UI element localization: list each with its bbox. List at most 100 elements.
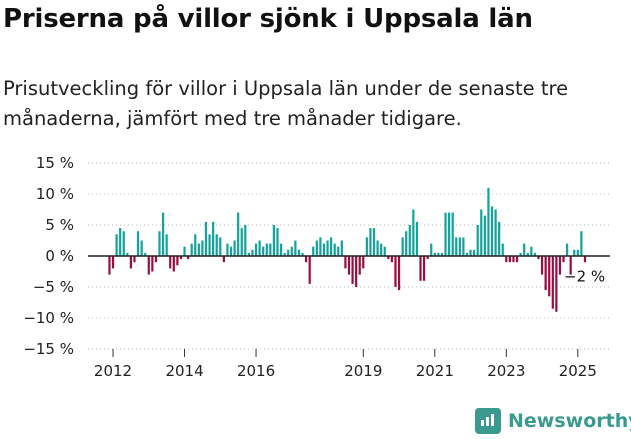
- bar: [301, 252, 304, 256]
- bar: [254, 243, 258, 256]
- bar: [498, 221, 501, 256]
- bar: [247, 252, 250, 256]
- x-axis: 2012 2014 2016 2019 2021 2023 2025: [94, 349, 597, 380]
- bar: [136, 231, 140, 256]
- x-tick-label: 2016: [237, 362, 275, 380]
- bar: [544, 256, 547, 291]
- bar: [172, 256, 175, 272]
- bar: [111, 256, 115, 269]
- bar: [523, 243, 526, 256]
- bar: [430, 243, 433, 256]
- bar: [204, 221, 208, 256]
- bar: [512, 256, 515, 263]
- x-tick-label: 2025: [559, 362, 597, 380]
- bar: [215, 234, 218, 256]
- bar: [508, 256, 511, 263]
- bar: [283, 252, 286, 256]
- bar: [526, 252, 529, 256]
- bar: [319, 237, 322, 256]
- bar: [337, 246, 340, 256]
- bar: [165, 234, 168, 256]
- bar: [412, 209, 415, 256]
- bar: [222, 256, 225, 263]
- bar: [448, 212, 451, 256]
- bar: [294, 240, 297, 256]
- bar: [422, 256, 426, 281]
- bar: [562, 256, 565, 263]
- bar: [119, 228, 122, 256]
- bar: [426, 256, 429, 260]
- bar: [362, 256, 365, 269]
- bar: [276, 228, 279, 256]
- bar: [279, 243, 283, 256]
- bar: [565, 243, 569, 256]
- bar: [251, 249, 254, 256]
- bar: [372, 228, 376, 256]
- bar: [297, 249, 301, 256]
- x-tick-label: 2023: [487, 362, 525, 380]
- x-tick-label: 2021: [416, 362, 454, 380]
- bar: [394, 256, 397, 287]
- bar: [144, 252, 147, 256]
- bar: [330, 237, 333, 256]
- bar: [240, 228, 243, 256]
- bar: [397, 256, 401, 291]
- bar: [365, 237, 368, 256]
- y-tick-label: 10 %: [36, 185, 74, 203]
- bar: [444, 212, 447, 256]
- bar: [244, 225, 247, 256]
- bar: [197, 243, 200, 256]
- x-tick-label: 2014: [165, 362, 203, 380]
- y-tick-label: 5 %: [45, 216, 74, 234]
- bar: [212, 221, 215, 256]
- bar: [387, 256, 390, 260]
- bar: [451, 212, 454, 256]
- bar: [304, 256, 308, 263]
- bar: [201, 240, 204, 256]
- bar: [126, 252, 129, 256]
- bar: [169, 256, 172, 269]
- bar: [340, 240, 343, 256]
- bar: [326, 240, 329, 256]
- newsworthy-logo: Newsworthy: [475, 408, 631, 434]
- bar: [548, 256, 551, 297]
- bar: [465, 252, 469, 256]
- bar: [133, 256, 136, 263]
- bar: [237, 212, 240, 256]
- bar: [355, 256, 358, 287]
- bar: [530, 246, 533, 256]
- bar: [408, 225, 411, 256]
- bar: [505, 256, 508, 263]
- bar: [483, 215, 486, 256]
- bar: [551, 256, 554, 309]
- bar: [573, 249, 576, 256]
- bar: [519, 252, 522, 256]
- bar: [419, 256, 422, 281]
- bar: [487, 187, 490, 256]
- bar: [190, 243, 193, 256]
- bar: [369, 228, 372, 256]
- brand-name: Newsworthy: [508, 410, 631, 432]
- bar: [161, 212, 165, 256]
- y-tick-label: −10 %: [23, 309, 74, 327]
- bar: [333, 243, 336, 256]
- bar: [151, 256, 154, 272]
- bar: [476, 225, 479, 256]
- latest-value-annotation: −2 %: [564, 267, 605, 285]
- bars: [108, 187, 587, 312]
- x-tick-label: 2019: [344, 362, 382, 380]
- bar: [480, 209, 483, 256]
- bar: [179, 256, 183, 260]
- bar: [269, 243, 272, 256]
- chart-subtitle: Prisutveckling för villor i Uppsala län …: [3, 77, 569, 130]
- bar: [405, 231, 408, 256]
- bar: [490, 206, 494, 256]
- bar: [147, 256, 150, 275]
- y-tick-label: 15 %: [36, 154, 74, 172]
- bar: [129, 256, 133, 269]
- bar: [322, 243, 326, 256]
- bar: [537, 256, 540, 260]
- bar: [380, 243, 383, 256]
- chart-title: Priserna på villor sjönk i Uppsala län: [3, 4, 533, 34]
- bar: [440, 252, 444, 256]
